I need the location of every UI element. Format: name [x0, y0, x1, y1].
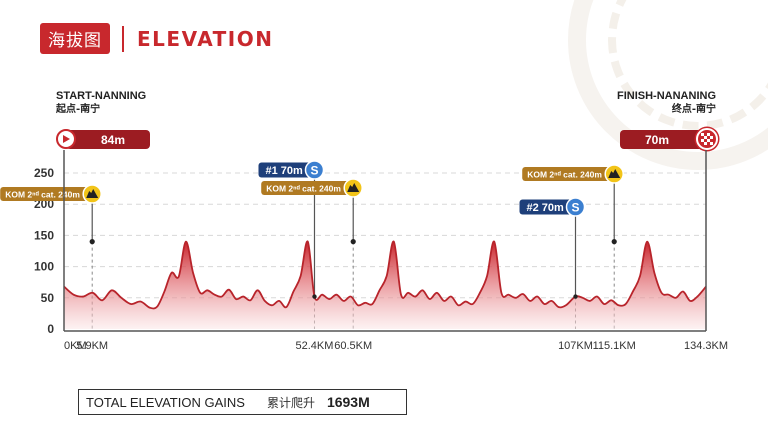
total-elevation-label: TOTAL ELEVATION GAINS: [86, 394, 245, 410]
total-elevation-value: 1693M: [326, 394, 370, 410]
marker-badges: KOM 2ⁿᵈ cat. 240m #1 70m S KOM 2ⁿᵈ cat. 240…: [0, 160, 624, 299]
play-icon: [56, 129, 76, 149]
svg-text:5.9KM: 5.9KM: [76, 340, 108, 352]
svg-text:50: 50: [41, 291, 55, 305]
svg-text:100: 100: [34, 260, 54, 274]
svg-text:0: 0: [47, 322, 54, 336]
kom-badge: [261, 181, 354, 195]
elevation-area: [64, 241, 706, 329]
svg-text:60.5KM: 60.5KM: [334, 340, 372, 352]
svg-text:107KM: 107KM: [558, 340, 593, 352]
svg-text:0KM: 0KM: [64, 340, 87, 352]
header: 海拔图 ELEVATION: [40, 23, 273, 54]
start-name-cn: 起点-南宁: [56, 104, 101, 115]
sprint-badge: [258, 162, 315, 178]
start-location: START-NANNING 起点-南宁: [56, 90, 146, 116]
svg-text:52.4KM: 52.4KM: [296, 340, 334, 352]
start-name: START-NANNING: [56, 90, 147, 102]
header-divider: [122, 25, 124, 52]
svg-text:134.3KM: 134.3KM: [684, 340, 728, 352]
kom-label: KOM 2ⁿᵈ cat. 240m: [266, 184, 341, 194]
svg-text:250: 250: [34, 166, 54, 180]
kom-label: KOM 2ⁿᵈ cat. 240m: [527, 170, 602, 180]
sprint-s-icon: [304, 160, 325, 180]
kom-badge: [0, 187, 93, 201]
sprint-badge: [519, 199, 576, 215]
finish-elevation-pill: 70m: [620, 130, 704, 149]
kom-label: KOM 2ⁿᵈ cat. 240m: [5, 190, 80, 200]
finish-location: FINISH-NANANING 终点-南宁: [617, 90, 716, 116]
kom-badge: [522, 167, 615, 181]
start-elevation-pill: 84m: [66, 130, 150, 149]
finish-name: FINISH-NANANING: [617, 90, 716, 102]
svg-text:115.1KM: 115.1KM: [593, 340, 636, 352]
total-elevation-box: TOTAL ELEVATION GAINS 累计爬升 1693M: [78, 389, 407, 415]
sprint-s-icon: [565, 197, 586, 217]
cn-title-badge: 海拔图: [40, 23, 110, 54]
total-elevation-label-cn: 累计爬升: [266, 395, 315, 410]
svg-text:S: S: [571, 201, 579, 215]
decorative-watermark-inner: [608, 0, 768, 130]
svg-text:S: S: [310, 164, 318, 178]
checkered-flag-icon: [696, 128, 718, 150]
finish-name-cn: 终点-南宁: [671, 104, 716, 115]
svg-text:150: 150: [34, 228, 54, 242]
sprint-label: #2 70m: [526, 202, 564, 214]
elevation-line: [63, 240, 707, 310]
page-title: ELEVATION: [137, 26, 274, 51]
sprint-label: #1 70m: [265, 165, 303, 177]
